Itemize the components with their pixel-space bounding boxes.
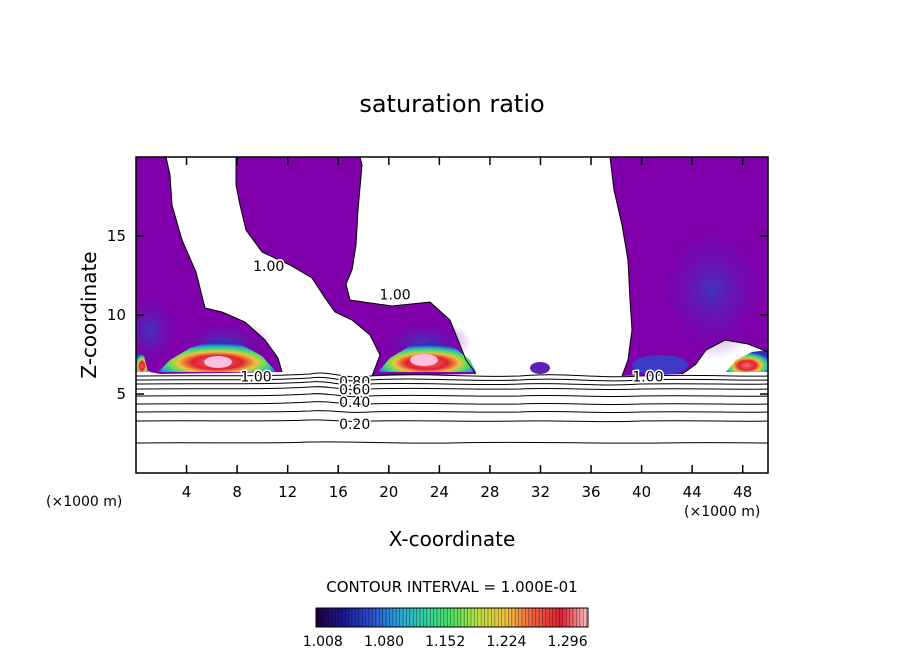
contour-1-00 [165,157,768,377]
colorbar-tick-labels: 1.008 1.080 1.152 1.224 1.296 [303,634,588,650]
x-axis-label: X-coordinate [389,527,516,551]
cloud-core-1 [158,340,276,372]
deep-zone-left [136,290,180,370]
contour-label: 1.00 [380,287,411,303]
cloud-core-4 [136,352,148,372]
x-tick-label: 24 [430,483,449,501]
colorbar-tick-label: 1.080 [364,634,404,650]
x-tick-label: 32 [531,483,550,501]
deep-zone-right [654,220,768,360]
cloud-peak-1 [204,356,232,368]
x-axis: 4 8 12 16 20 24 28 32 36 40 44 48 [182,157,752,501]
y-tick-label: 15 [107,227,126,245]
y-axis-label: Z-coordinate [77,251,101,378]
x-tick-label: 48 [733,483,752,501]
y-tick-label: 10 [107,306,126,324]
deep-zone-cloud-c [632,355,688,375]
contour-label: 0.40 [339,395,370,411]
contour-lines-subsaturated [136,372,768,444]
contour-label: 1.00 [240,370,271,386]
x-tick-label: 44 [683,483,702,501]
colorbar-tick-label: 1.008 [303,634,343,650]
x-unit-label-left: (×1000 m) [46,494,122,510]
contour-label: 1.00 [253,259,284,275]
x-tick-label: 8 [232,483,242,501]
contour-label: 0.60 [339,382,370,398]
colorbar-tick-label: 1.224 [486,634,526,650]
contour-label: 0.20 [339,417,370,433]
x-tick-label: 36 [581,483,600,501]
contour-labels: 1.00 1.00 1.00 1.00 0.800.600.40 0.20 [239,258,665,435]
chart-title: saturation ratio [359,90,544,118]
x-tick-label: 16 [329,483,348,501]
contour-interval-text: CONTOUR INTERVAL = 1.000E-01 [326,578,577,596]
colorbar-tick-label: 1.152 [425,634,465,650]
colorbar: 1.008 1.080 1.152 1.224 1.296 [303,607,589,650]
cloud-core-3 [726,350,768,372]
y-axis: 5 10 15 [107,227,768,403]
x-tick-label: 40 [632,483,651,501]
y-tick-label: 5 [116,385,126,403]
contour-label: 0.80 [339,374,370,390]
x-tick-label: 20 [379,483,398,501]
plot-area [136,157,768,444]
colorbar-tick-label: 1.296 [548,634,588,650]
x-unit-label-right: (×1000 m) [684,504,760,520]
x-tick-label: 28 [480,483,499,501]
x-tick-label: 4 [182,483,192,501]
supersat-patch-small [530,362,550,374]
colorbar-fill [315,607,589,628]
contour-label: 1.00 [632,370,663,386]
colorbar-hatch [317,608,587,627]
x-tick-label: 12 [278,483,297,501]
cloud-peak-2 [410,354,438,366]
